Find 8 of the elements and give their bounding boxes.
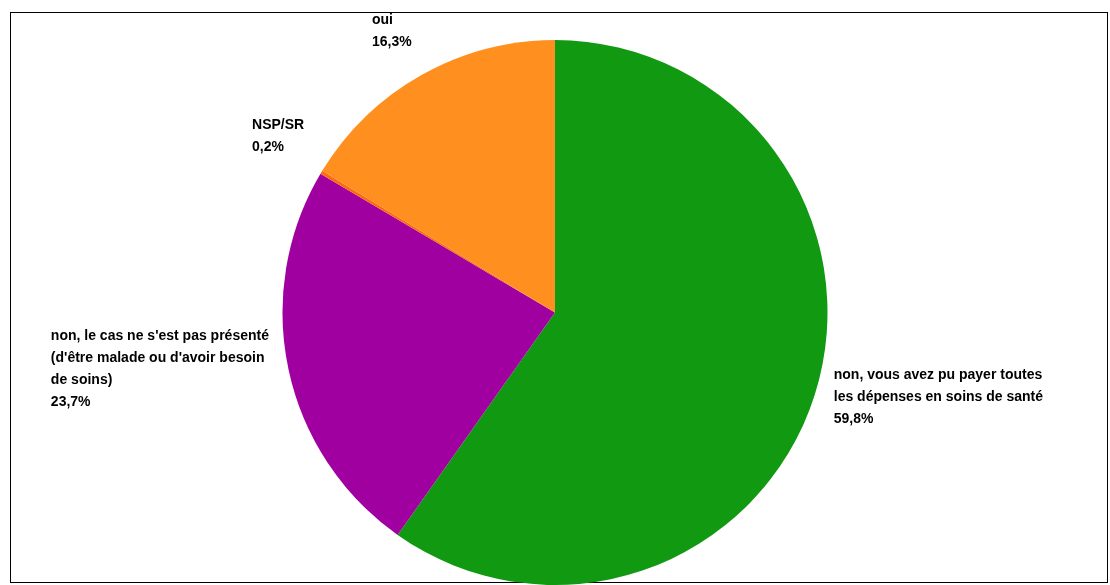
slice-label: oui [371,11,393,28]
slice-label: non, le cas ne s'est pas présenté (d'être malade ou d'avoir besoin de soins) [50,327,270,388]
data-label: 23,7% [50,393,92,410]
data-label: 0,2% [252,137,285,154]
slice-label: non, vous avez pu payer toutes les dépenses en soins de santé [833,366,1044,404]
slice-label: NSP/SR [252,115,305,132]
data-label: 59,8% [833,410,874,426]
data-label: 16,3% [371,33,413,50]
